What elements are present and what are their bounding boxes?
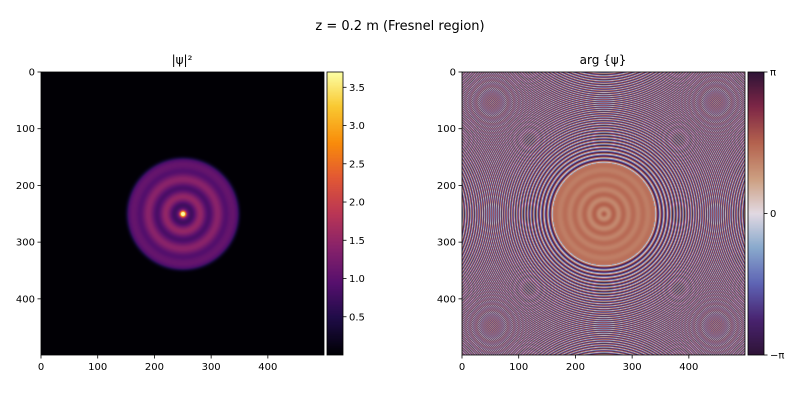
intensity-colorbar-tick-label: 2.0 xyxy=(349,198,365,209)
phase-ytick-label: 400 xyxy=(437,294,456,305)
intensity-xtick-label: 400 xyxy=(258,362,277,373)
phase-xtick-label: 300 xyxy=(623,362,642,373)
phase-colorbar-tick-label: −π xyxy=(770,351,784,362)
phase-colorbar-tick-label: 0 xyxy=(770,209,776,220)
phase-axes: 0 100 200 300 400 0 100 200 300 400 xyxy=(437,68,698,374)
intensity-title: |ψ|² xyxy=(172,53,193,67)
phase-axes-frame xyxy=(461,71,746,356)
phase-heatmap xyxy=(462,72,745,355)
intensity-axes-frame xyxy=(40,71,325,356)
phase-colorbar xyxy=(748,72,764,355)
intensity-xtick-label: 0 xyxy=(38,362,44,373)
intensity-ytick-label: 400 xyxy=(16,294,35,305)
phase-xtick-label: 400 xyxy=(679,362,698,373)
intensity-colorbar-tick-label: 0.5 xyxy=(349,312,365,323)
phase-colorbar-axis: π 0 −π xyxy=(764,68,784,362)
phase-panel: arg {ψ} 0 100 200 300 400 0 100 200 300 400 π 0 −π xyxy=(437,53,785,373)
phase-ytick-label: 200 xyxy=(437,181,456,192)
intensity-colorbar xyxy=(327,72,343,355)
intensity-ytick-label: 100 xyxy=(16,124,35,135)
phase-ytick-label: 0 xyxy=(450,68,456,79)
intensity-ytick-label: 300 xyxy=(16,238,35,249)
phase-title: arg {ψ} xyxy=(580,53,627,67)
figure-suptitle: z = 0.2 m (Fresnel region) xyxy=(315,19,484,34)
intensity-colorbar-tick-label: 1.0 xyxy=(349,274,365,285)
intensity-xtick-label: 200 xyxy=(145,362,164,373)
intensity-ytick-label: 0 xyxy=(29,68,35,79)
phase-xtick-label: 200 xyxy=(566,362,585,373)
intensity-colorbar-axis: 0.5 1.0 1.5 2.0 2.5 3.0 3.5 xyxy=(343,83,365,323)
intensity-heatmap xyxy=(41,72,324,355)
intensity-colorbar-tick-label: 3.0 xyxy=(349,121,365,132)
intensity-xtick-label: 100 xyxy=(88,362,107,373)
intensity-colorbar-tick-label: 3.5 xyxy=(349,83,365,94)
phase-ytick-label: 300 xyxy=(437,238,456,249)
intensity-colorbar-tick-label: 2.5 xyxy=(349,159,365,170)
intensity-colorbar-frame xyxy=(326,71,344,356)
intensity-panel: |ψ|² 0 100 200 300 400 0 100 200 300 400 0.5 1.0 1.… xyxy=(16,53,365,373)
intensity-colorbar-tick-label: 1.5 xyxy=(349,236,365,247)
intensity-axes: 0 100 200 300 400 0 100 200 300 400 xyxy=(16,68,277,374)
phase-ytick-label: 100 xyxy=(437,124,456,135)
phase-xtick-label: 0 xyxy=(459,362,465,373)
phase-xtick-label: 100 xyxy=(509,362,528,373)
intensity-xtick-label: 300 xyxy=(202,362,221,373)
intensity-ytick-label: 200 xyxy=(16,181,35,192)
phase-colorbar-tick-label: π xyxy=(770,68,776,79)
